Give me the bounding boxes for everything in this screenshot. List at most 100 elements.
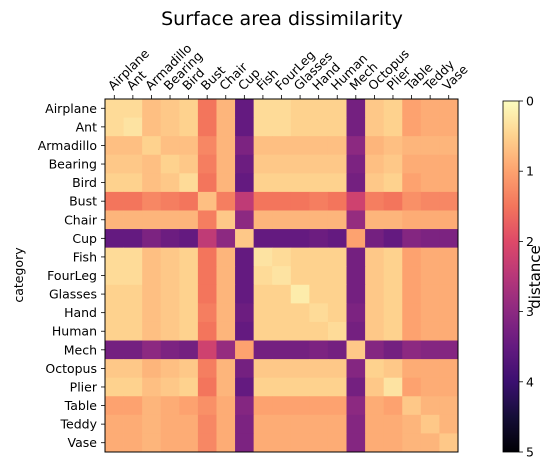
heatmap-cell xyxy=(216,117,236,137)
heatmap-cell xyxy=(309,229,329,249)
y-tick-label: Glasses xyxy=(49,287,97,302)
heatmap-cell xyxy=(290,266,310,286)
heatmap-cell xyxy=(402,303,422,323)
heatmap-cell xyxy=(402,99,422,118)
heatmap-cell xyxy=(235,303,255,323)
heatmap-cell xyxy=(123,433,143,453)
heatmap-cell xyxy=(309,377,329,397)
heatmap-cell xyxy=(123,191,143,211)
heatmap-cell xyxy=(290,136,310,156)
heatmap-cell xyxy=(142,247,162,267)
heatmap-cell xyxy=(123,99,143,118)
heatmap-cell xyxy=(105,136,124,156)
colorbar-label: distance xyxy=(526,245,544,309)
heatmap-cell xyxy=(216,340,236,360)
heatmap-cell xyxy=(309,414,329,434)
heatmap-cell xyxy=(383,396,403,416)
colorbar-tick-label: 2 xyxy=(526,234,534,249)
heatmap-cell xyxy=(420,99,440,118)
heatmap-cell xyxy=(105,229,124,249)
heatmap-cell xyxy=(290,377,310,397)
heatmap-cell xyxy=(309,340,329,360)
heatmap-cell xyxy=(383,414,403,434)
heatmap-cell xyxy=(346,191,366,211)
heatmap-cell xyxy=(235,266,255,286)
heatmap-cell xyxy=(142,284,162,304)
heatmap-cell xyxy=(160,191,180,211)
heatmap-cell xyxy=(179,377,199,397)
heatmap-cell xyxy=(216,303,236,323)
heatmap-cell xyxy=(327,340,347,360)
heatmap-cell xyxy=(197,359,217,379)
heatmap-cell xyxy=(290,303,310,323)
heatmap-cell xyxy=(365,321,385,341)
heatmap-cell xyxy=(179,117,199,137)
heatmap-cell xyxy=(309,284,329,304)
heatmap-cell xyxy=(253,284,273,304)
colorbar-tick-label: 1 xyxy=(526,164,534,179)
heatmap-cell xyxy=(197,433,217,453)
heatmap-cell xyxy=(272,229,292,249)
heatmap-cell xyxy=(123,173,143,193)
heatmap-cell xyxy=(290,284,310,304)
heatmap-cell xyxy=(160,136,180,156)
heatmap-cell xyxy=(179,191,199,211)
heatmap-cell xyxy=(105,117,124,137)
heatmap-cell xyxy=(142,210,162,230)
heatmap-cell xyxy=(179,210,199,230)
heatmap-cell xyxy=(290,191,310,211)
heatmap-cell xyxy=(272,210,292,230)
heatmap-cell xyxy=(105,414,124,434)
heatmap-cell xyxy=(123,210,143,230)
heatmap-cell xyxy=(142,154,162,174)
heatmap-cell xyxy=(235,359,255,379)
heatmap-cell xyxy=(383,191,403,211)
heatmap-cell xyxy=(272,173,292,193)
heatmap-cell xyxy=(365,396,385,416)
heatmap-cell xyxy=(179,396,199,416)
y-tick-label: Armadillo xyxy=(38,138,97,153)
heatmap-cell xyxy=(309,210,329,230)
heatmap-cell xyxy=(272,414,292,434)
heatmap-cell xyxy=(160,303,180,323)
heatmap-cell xyxy=(123,229,143,249)
heatmap-cell xyxy=(235,154,255,174)
heatmap-cell xyxy=(216,229,236,249)
colorbar-tick-label: 4 xyxy=(526,374,534,389)
heatmap-cell xyxy=(272,266,292,286)
heatmap-cell xyxy=(235,247,255,267)
heatmap-cell xyxy=(253,247,273,267)
heatmap-cell xyxy=(272,321,292,341)
heatmap-cell xyxy=(346,359,366,379)
heatmap-cell xyxy=(142,117,162,137)
y-tick-label: Chair xyxy=(64,212,98,227)
heatmap-cell xyxy=(420,377,440,397)
heatmap-cell xyxy=(160,377,180,397)
heatmap-cell xyxy=(272,377,292,397)
heatmap-cell xyxy=(383,303,403,323)
heatmap-cell xyxy=(235,173,255,193)
heatmap-cell xyxy=(383,136,403,156)
heatmap-cell xyxy=(346,266,366,286)
heatmap-cell xyxy=(402,136,422,156)
heatmap-cell xyxy=(179,284,199,304)
heatmap-cell xyxy=(105,340,124,360)
heatmap-cell xyxy=(439,359,459,379)
heatmap-cell xyxy=(123,154,143,174)
heatmap-cell xyxy=(142,229,162,249)
heatmap-cell xyxy=(402,117,422,137)
heatmap-cell xyxy=(216,191,236,211)
heatmap-cell xyxy=(123,396,143,416)
heatmap-cell xyxy=(123,136,143,156)
heatmap-cell xyxy=(197,321,217,341)
heatmap-cell xyxy=(123,247,143,267)
heatmap-cell xyxy=(142,321,162,341)
heatmap-cell xyxy=(272,99,292,118)
heatmap-cell xyxy=(160,321,180,341)
heatmap-cell xyxy=(420,321,440,341)
heatmap-cell xyxy=(197,377,217,397)
heatmap-cell xyxy=(290,99,310,118)
heatmap-cell xyxy=(365,136,385,156)
heatmap-cell xyxy=(327,173,347,193)
heatmap-cell xyxy=(290,247,310,267)
